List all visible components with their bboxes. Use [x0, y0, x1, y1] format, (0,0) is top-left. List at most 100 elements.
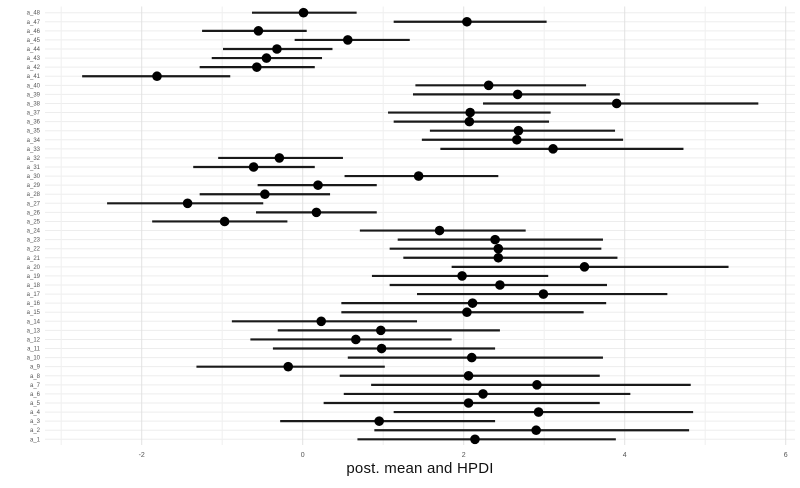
y-axis-label: a_41: [27, 74, 41, 80]
y-axis-label: a_18: [27, 283, 41, 289]
posterior-mean-dot: [512, 89, 523, 100]
y-axis-label: a_6: [30, 392, 41, 398]
y-axis-label: a_20: [27, 265, 41, 271]
posterior-mean-dot: [261, 53, 272, 63]
y-axis-label: a_22: [27, 247, 41, 253]
y-axis-label: a_40: [27, 83, 41, 89]
y-axis-label: a_29: [27, 183, 41, 189]
posterior-mean-dot: [351, 334, 361, 345]
y-axis-label: a_11: [27, 347, 41, 353]
posterior-mean-dot: [274, 153, 285, 163]
posterior-mean-dot: [283, 361, 294, 372]
posterior-mean-dot: [493, 243, 504, 254]
posterior-mean-dot: [462, 16, 472, 27]
y-axis-label: a_45: [27, 38, 41, 44]
y-axis-label: a_25: [27, 219, 41, 225]
y-axis-label: a_19: [27, 274, 41, 280]
posterior-mean-dot: [252, 62, 262, 72]
x-axis-tick-label: -2: [139, 452, 145, 459]
posterior-mean-dot: [532, 380, 542, 390]
posterior-mean-dot: [298, 7, 309, 18]
y-axis-label: a_46: [27, 29, 41, 35]
y-axis-label: a_33: [27, 147, 41, 153]
posterior-mean-dot: [413, 171, 424, 181]
y-axis-label: a_8: [30, 374, 41, 380]
posterior-mean-dot: [260, 189, 270, 200]
posterior-mean-dot: [466, 352, 477, 363]
y-axis-label: a_21: [27, 256, 41, 262]
x-axis-tick-label: 4: [623, 452, 627, 459]
posterior-mean-dot: [457, 271, 467, 281]
posterior-mean-dot: [272, 44, 282, 54]
y-axis-label: a_47: [27, 20, 41, 26]
y-axis-label: a_44: [27, 47, 41, 53]
y-axis-label: a_9: [30, 365, 41, 371]
x-axis-tick-label: 2: [462, 452, 466, 459]
posterior-mean-dot: [548, 144, 558, 154]
y-axis-label: a_5: [30, 401, 41, 407]
posterior-mean-dot: [219, 216, 230, 227]
y-axis-label: a_36: [27, 120, 41, 126]
y-axis-label: a_3: [30, 419, 41, 425]
posterior-mean-dot: [483, 80, 494, 91]
y-axis-label: a_38: [27, 101, 41, 107]
posterior-mean-dot: [531, 425, 541, 436]
y-axis-label: a_23: [27, 238, 41, 244]
y-axis-label: a_27: [27, 201, 41, 207]
posterior-mean-dot: [152, 71, 162, 82]
y-axis-label: a_10: [27, 356, 41, 362]
posterior-mean-dot: [538, 289, 549, 299]
y-axis-label: a_17: [27, 292, 41, 298]
posterior-mean-dot: [316, 316, 327, 327]
posterior-mean-dot: [533, 407, 544, 417]
y-axis-label: a_14: [27, 319, 41, 325]
posterior-mean-dot: [434, 225, 445, 236]
posterior-mean-dot: [313, 180, 323, 190]
posterior-mean-dot: [463, 398, 474, 408]
posterior-mean-dot: [495, 280, 505, 290]
posterior-mean-dot: [470, 434, 480, 445]
posterior-mean-dot: [182, 198, 193, 209]
posterior-mean-dot: [512, 134, 522, 145]
y-axis-label: a_24: [27, 229, 41, 235]
plot-canvas: a_48a_47a_46a_45a_44a_43a_42a_41a_40a_39…: [27, 6, 795, 459]
posterior-mean-dot: [490, 234, 500, 245]
posterior-mean-dot: [374, 416, 384, 426]
posterior-mean-dot: [464, 116, 475, 127]
y-axis-label: a_39: [27, 92, 41, 98]
x-axis-title: post. mean and HPDI: [346, 460, 494, 477]
y-axis-label: a_28: [27, 192, 41, 198]
y-axis-label: a_43: [27, 56, 41, 62]
posterior-mean-dot: [253, 26, 264, 36]
y-axis-label: a_15: [27, 310, 41, 316]
posterior-mean-dot: [467, 298, 478, 308]
y-axis-label: a_4: [30, 410, 41, 416]
posterior-mean-dot: [513, 125, 524, 136]
posterior-mean-dot: [579, 262, 590, 272]
y-axis-label: a_48: [27, 11, 41, 17]
y-axis-label: a_34: [27, 138, 41, 144]
posterior-mean-dot: [376, 343, 387, 354]
y-axis-label: a_32: [27, 156, 41, 162]
posterior-mean-dot: [493, 252, 504, 263]
posterior-mean-dot: [248, 162, 259, 172]
y-axis-label: a_37: [27, 111, 41, 117]
x-axis-tick-label: 6: [784, 452, 788, 459]
y-axis-label: a_12: [27, 337, 41, 343]
y-axis-label: a_31: [27, 165, 41, 171]
y-axis-label: a_7: [30, 383, 41, 389]
posterior-mean-dot: [375, 325, 386, 336]
y-axis-label: a_35: [27, 129, 41, 135]
y-axis-label: a_30: [27, 174, 41, 180]
y-axis-label: a_13: [27, 328, 41, 334]
posterior-mean-dot: [342, 35, 353, 45]
posterior-mean-dot: [465, 107, 475, 118]
y-axis-label: a_2: [30, 428, 41, 434]
posterior-mean-dot: [478, 389, 488, 399]
x-axis-tick-label: 0: [301, 452, 305, 459]
y-axis-label: a_42: [27, 65, 41, 71]
posterior-mean-dot: [311, 207, 322, 218]
y-axis-label: a_1: [30, 437, 41, 443]
posterior-mean-dot: [463, 370, 474, 381]
